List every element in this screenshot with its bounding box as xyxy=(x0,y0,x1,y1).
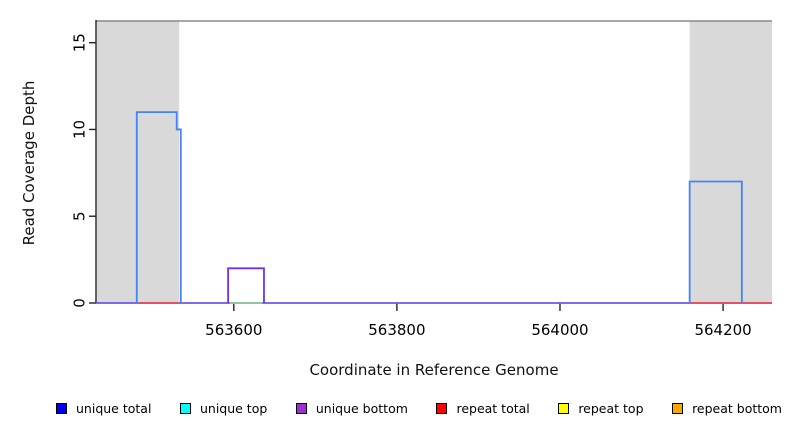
legend-swatch-icon xyxy=(558,402,570,414)
legend-swatch-icon xyxy=(295,402,307,414)
coverage-outline-unique-total-right xyxy=(688,180,743,303)
legend-swatch-icon xyxy=(56,402,67,414)
legend-label: unique bottom xyxy=(315,400,408,416)
legend-item-repeat-top: repeat top xyxy=(558,400,644,416)
legend-label: repeat bottom xyxy=(692,400,782,416)
y-tick-label: 0 xyxy=(71,298,89,308)
legend-label: repeat total xyxy=(456,400,530,416)
coverage-outline-unique-bottom xyxy=(227,267,265,303)
legend-item-unique-top: unique top xyxy=(179,400,268,416)
legend-swatch-icon xyxy=(672,402,684,414)
x-tick-label: 564200 xyxy=(694,321,751,339)
legend-swatch-icon xyxy=(436,402,448,414)
legend-label: unique top xyxy=(199,400,268,416)
y-tick-label: 10 xyxy=(71,120,89,139)
legend: unique total unique top unique bottom repea… xyxy=(0,397,792,419)
legend-label: unique total xyxy=(76,400,152,416)
y-tick-label: 15 xyxy=(71,33,89,52)
x-tick-label: 564000 xyxy=(531,321,588,339)
x-tick-label: 563800 xyxy=(368,321,425,339)
x-axis-title: Coordinate in Reference Genome xyxy=(309,361,559,379)
coverage-plot: 0 5 10 15 563600 563800 564000 564200 xyxy=(71,20,772,339)
legend-item-repeat-bottom: repeat bottom xyxy=(672,401,782,416)
legend-item-repeat-total: repeat total xyxy=(436,400,530,416)
repeat-region-shade xyxy=(96,21,180,303)
legend-label: repeat top xyxy=(578,400,644,416)
legend-item-unique-total: unique total xyxy=(56,401,151,416)
repeat-region-shade xyxy=(689,21,772,303)
legend-item-unique-bottom: unique bottom xyxy=(295,400,408,416)
legend-swatch-icon xyxy=(179,402,191,414)
y-axis-title: Read Coverage Depth xyxy=(20,80,38,246)
y-tick-label: 5 xyxy=(71,211,89,221)
x-tick-label: 563600 xyxy=(205,321,262,339)
coverage-outline-unique-total-left xyxy=(135,111,182,303)
